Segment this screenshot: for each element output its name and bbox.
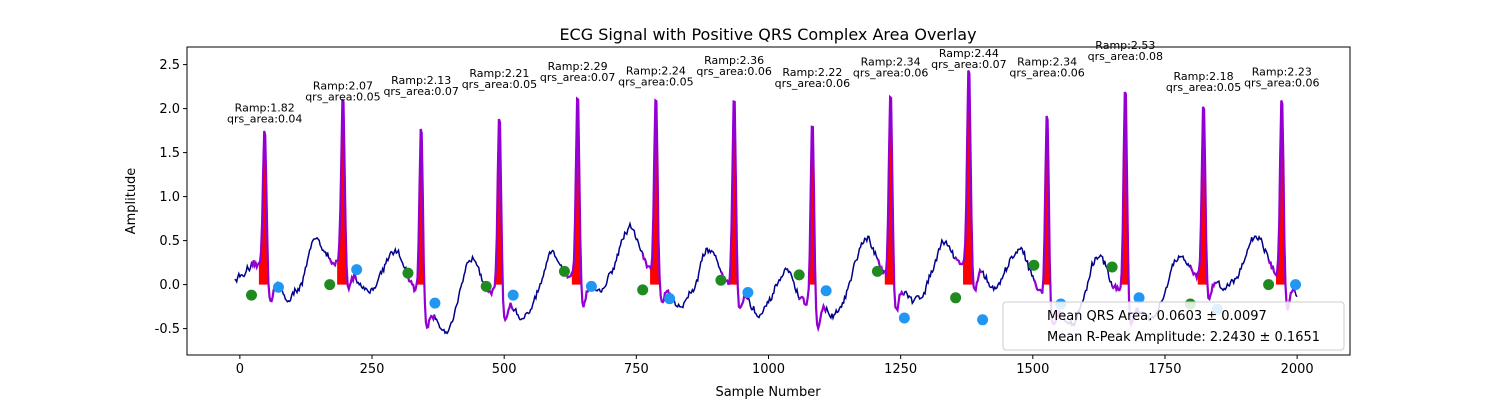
r-amplitude-label: Ramp:2.21 [469, 67, 529, 80]
s-point-marker [1133, 292, 1145, 304]
s-point-marker [820, 285, 832, 297]
qrs-segment-line [250, 130, 279, 303]
q-point-marker [1263, 279, 1275, 291]
qrs-segment-line [1267, 100, 1296, 311]
x-tick-label: 1000 [752, 362, 785, 377]
s-point-marker [664, 293, 676, 305]
plot-area: Ramp:1.82qrs_area:0.04Ramp:2.07qrs_area:… [227, 39, 1320, 335]
y-tick-label: 1.0 [159, 190, 180, 205]
r-amplitude-label: Ramp:2.53 [1095, 39, 1155, 52]
qrs-area-label: qrs_area:0.06 [775, 77, 850, 90]
y-tick-label: 1.5 [159, 146, 180, 161]
qrs-area-label: qrs_area:0.05 [462, 78, 537, 91]
r-amplitude-label: Ramp:2.44 [939, 47, 999, 60]
q-point-marker [480, 280, 492, 292]
y-tick-label: 0.0 [159, 278, 180, 293]
qrs-segment-line [954, 70, 983, 293]
qrs-area-label: qrs_area:0.04 [227, 112, 302, 125]
s-point-marker [1290, 279, 1302, 291]
legend-box [1002, 301, 1345, 351]
r-amplitude-label: Ramp:2.36 [704, 54, 764, 67]
qrs-area-label: qrs_area:0.08 [1088, 50, 1163, 63]
legend: Mean QRS Area: 0.0603 ± 0.0097 Mean R-Pe… [1002, 301, 1345, 351]
q-point-marker [402, 267, 414, 279]
q-point-marker [245, 289, 257, 301]
s-point-marker [977, 314, 989, 326]
y-axis-label: Amplitude [124, 168, 139, 235]
qrs-segment-line [485, 118, 514, 323]
x-tick-label: 2000 [1281, 362, 1314, 377]
qrs-segment-line [406, 128, 436, 330]
r-amplitude-label: Ramp:2.23 [1252, 65, 1312, 78]
chart-title: ECG Signal with Positive QRS Complex Are… [559, 25, 976, 44]
q-point-marker [871, 265, 883, 277]
qrs-segment-line [1189, 106, 1218, 302]
s-point-marker [272, 281, 284, 293]
s-point-marker [585, 280, 597, 292]
x-tick-label: 1500 [1016, 362, 1049, 377]
qrs-area-label: qrs_area:0.06 [696, 65, 771, 78]
qrs-segment-line [798, 125, 827, 333]
qrs-area-fill [806, 126, 820, 285]
r-amplitude-label: Ramp:2.18 [1174, 70, 1234, 83]
qrs-area-label: qrs_area:0.05 [618, 75, 693, 88]
qrs-area-label: qrs_area:0.06 [853, 67, 928, 80]
x-tick-label: 0 [236, 362, 244, 377]
s-point-marker [429, 297, 441, 309]
q-point-marker [950, 292, 962, 304]
q-point-marker [1028, 259, 1040, 271]
x-axis: 0 250 500 750 1000 1250 1500 1750 2000 [236, 355, 1314, 377]
x-tick-label: 500 [492, 362, 517, 377]
r-amplitude-label: Ramp:2.34 [861, 56, 921, 69]
x-tick-label: 1250 [884, 362, 917, 377]
s-point-marker [351, 264, 363, 276]
qrs-area-label: qrs_area:0.07 [931, 58, 1006, 71]
s-point-marker [507, 289, 519, 301]
q-point-marker [558, 265, 570, 277]
qrs-area-label: qrs_area:0.07 [383, 85, 458, 98]
qrs-segment-line [328, 98, 358, 294]
y-tick-label: 2.0 [159, 102, 180, 117]
y-tick-label: -0.5 [155, 322, 180, 337]
q-point-marker [793, 269, 805, 281]
r-amplitude-label: Ramp:2.34 [1017, 56, 1077, 69]
legend-entry-r-amplitude: Mean R-Peak Amplitude: 2.2430 ± 0.1651 [1047, 330, 1320, 345]
qrs-segment-line [641, 98, 671, 304]
q-point-marker [637, 284, 649, 296]
y-axis: -0.5 0.0 0.5 1.0 1.5 2.0 2.5 [155, 58, 187, 337]
r-amplitude-label: Ramp:2.24 [626, 64, 686, 77]
x-tick-label: 250 [360, 362, 385, 377]
r-amplitude-label: Ramp:2.07 [313, 79, 373, 92]
q-point-marker [324, 279, 336, 291]
x-tick-label: 750 [624, 362, 649, 377]
x-axis-label: Sample Number [715, 385, 821, 400]
q-point-marker [1106, 261, 1118, 273]
r-amplitude-label: Ramp:2.13 [391, 74, 451, 87]
s-point-marker [898, 312, 910, 324]
s-point-marker [742, 287, 754, 299]
qrs-area-label: qrs_area:0.05 [1166, 81, 1241, 94]
qrs-area-label: qrs_area:0.05 [305, 90, 380, 103]
r-amplitude-label: Ramp:2.22 [782, 66, 842, 79]
r-amplitude-label: Ramp:1.82 [235, 101, 295, 114]
qrs-area-label: qrs_area:0.07 [540, 71, 615, 84]
r-amplitude-label: Ramp:2.29 [548, 60, 608, 73]
y-tick-label: 2.5 [159, 58, 180, 73]
qrs-segment-line [563, 96, 592, 308]
qrs-area-label: qrs_area:0.06 [1244, 76, 1319, 89]
x-tick-label: 1750 [1148, 362, 1181, 377]
legend-entry-qrs-area: Mean QRS Area: 0.0603 ± 0.0097 [1047, 309, 1267, 324]
q-point-marker [715, 274, 727, 286]
y-tick-label: 0.5 [159, 234, 180, 249]
qrs-area-label: qrs_area:0.06 [1009, 67, 1084, 80]
